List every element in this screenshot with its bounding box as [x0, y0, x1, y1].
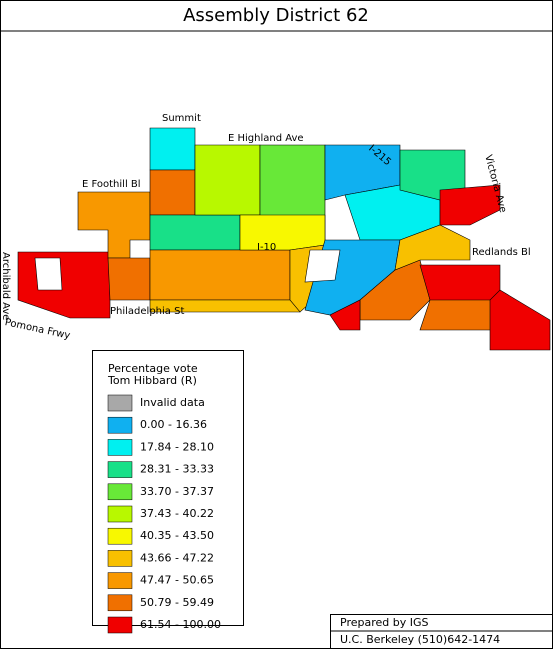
title: Assembly District 62 [183, 5, 369, 26]
precinct [304, 249, 341, 283]
precinct [419, 299, 501, 331]
district-map [17, 127, 551, 351]
street-label: I-10 [257, 242, 276, 253]
legend-label: 17.84 - 28.10 [140, 440, 214, 453]
precinct [194, 144, 261, 216]
street-label: Summit [162, 113, 201, 124]
precinct [394, 224, 471, 271]
legend-swatch [107, 527, 133, 545]
precinct [149, 127, 196, 171]
legend-title: Percentage vote [108, 362, 198, 375]
precinct [149, 249, 291, 301]
precinct [107, 257, 151, 301]
precinct [439, 184, 501, 226]
legend-label: 47.47 - 50.65 [140, 574, 214, 587]
precinct [34, 257, 63, 291]
precinct [329, 299, 361, 331]
legend-label: 28.31 - 33.33 [140, 463, 214, 476]
legend-label: 37.43 - 40.22 [140, 507, 214, 520]
street-label: E Highland Ave [228, 133, 304, 144]
legend-title: Tom Hibbard (R) [107, 374, 197, 387]
legend-swatch [107, 572, 133, 589]
legend-label: 50.79 - 59.49 [140, 596, 214, 609]
legend-swatch [107, 439, 133, 456]
credit: U.C. Berkeley (510)642-1474 [340, 633, 500, 646]
legend-label: Invalid data [140, 396, 205, 409]
legend-label: 33.70 - 37.37 [140, 485, 214, 498]
street-label: E Foothill Bl [82, 179, 141, 190]
legend-label: 0.00 - 16.36 [140, 418, 207, 431]
credit: Prepared by IGS [340, 616, 428, 629]
street-label: Redlands Bl [472, 247, 531, 258]
legend-swatch [107, 616, 133, 634]
precinct [149, 214, 241, 251]
legend-swatch [107, 550, 133, 567]
legend-label: 43.66 - 47.22 [140, 551, 214, 564]
street-label: Archibald Ave [0, 252, 11, 320]
precinct [239, 214, 326, 251]
legend-swatch [107, 416, 133, 434]
legend-swatch [107, 483, 133, 501]
legend-swatch [107, 394, 133, 412]
street-label: Philadelphia St [110, 306, 184, 317]
legend-swatch [107, 505, 133, 523]
legend-swatch [107, 461, 133, 478]
legend-label: 61.54 - 100.00 [140, 618, 221, 631]
precinct [489, 289, 551, 351]
legend-swatch [107, 594, 133, 612]
legend: Percentage vote Tom Hibbard (R) Invalid … [92, 350, 244, 634]
legend-label: 40.35 - 43.50 [140, 529, 214, 542]
precinct [149, 169, 196, 216]
